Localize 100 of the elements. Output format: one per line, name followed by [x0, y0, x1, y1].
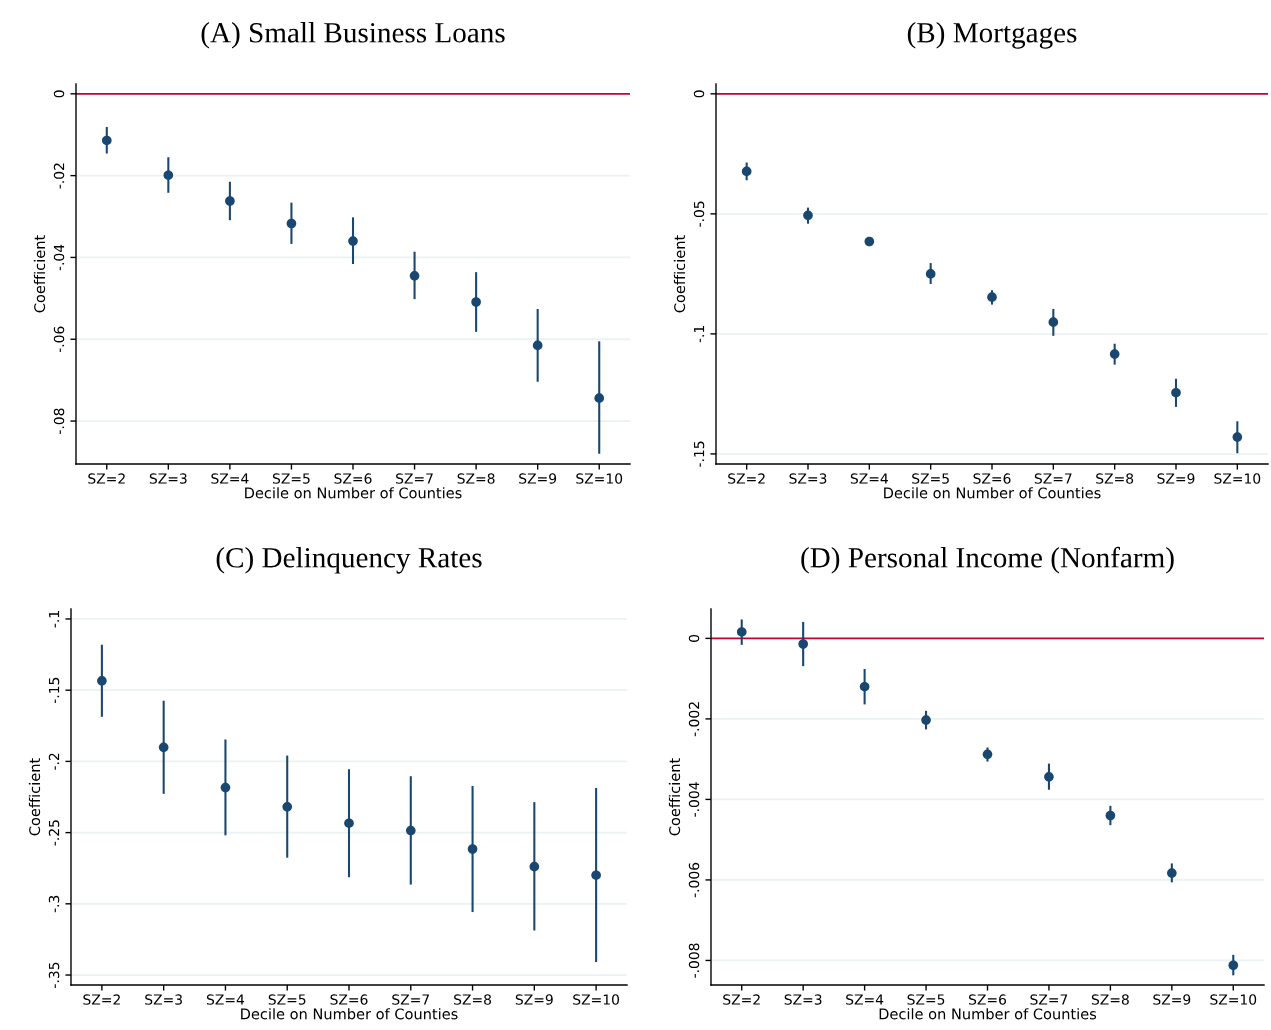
- x-tick-label: SZ=7: [396, 473, 433, 484]
- x-tick-label: SZ=6: [330, 994, 368, 1005]
- x-axis-title: Decile on Number of Counties: [884, 487, 1101, 499]
- y-axis-title: Coefficient: [28, 758, 41, 836]
- y-tick-label: 0: [693, 90, 705, 98]
- point: [101, 135, 112, 146]
- x-tick-label: SZ=8: [1096, 473, 1134, 484]
- x-tick-label: SZ=9: [519, 473, 557, 484]
- point: [1171, 387, 1181, 398]
- y-axis-title: Coefficient: [668, 758, 681, 836]
- point: [1048, 317, 1059, 327]
- point: [405, 825, 416, 836]
- y-tick-label: -.35: [48, 962, 60, 988]
- x-tick-label: SZ=3: [789, 473, 827, 484]
- x-tick-label: SZ=6: [334, 473, 372, 484]
- x-tick-label: SZ=4: [846, 994, 884, 1005]
- point: [864, 236, 875, 247]
- x-tick-label: SZ=4: [850, 473, 888, 484]
- point: [859, 681, 870, 692]
- point: [348, 236, 358, 246]
- y-tick-label: -.002: [688, 702, 700, 737]
- x-tick-label: SZ=2: [83, 994, 120, 1005]
- y-tick-label: -.08: [53, 408, 65, 434]
- y-tick-label: -.1: [48, 611, 60, 628]
- point: [594, 393, 605, 403]
- y-tick-label: -.15: [693, 441, 705, 467]
- point: [225, 196, 235, 206]
- x-tick-label: SZ=5: [912, 473, 949, 484]
- x-tick-label: SZ=4: [206, 994, 245, 1005]
- point: [925, 269, 936, 279]
- x-tick-label: SZ=3: [145, 994, 182, 1005]
- x-tick-label: SZ=8: [1091, 994, 1129, 1005]
- point: [798, 639, 808, 649]
- x-tick-label: SZ=8: [457, 473, 495, 484]
- x-tick-label: SZ=2: [88, 473, 125, 484]
- x-tick-label: SZ=10: [1210, 994, 1257, 1005]
- y-tick-label: -.25: [48, 820, 60, 846]
- point: [736, 627, 747, 637]
- point: [467, 844, 478, 854]
- point: [97, 675, 107, 686]
- x-tick-label: SZ=5: [907, 994, 945, 1005]
- point: [344, 818, 354, 829]
- x-tick-label: SZ=9: [1157, 473, 1195, 484]
- x-tick-label: SZ=7: [1030, 994, 1068, 1005]
- y-tick-label: -.15: [48, 677, 60, 704]
- point: [158, 742, 169, 753]
- point: [282, 802, 293, 812]
- point: [982, 749, 993, 760]
- x-tick-label: SZ=6: [969, 994, 1007, 1005]
- point: [532, 340, 543, 351]
- y-tick-label: -.02: [53, 163, 65, 189]
- point: [163, 170, 174, 181]
- chart-title: (D) Personal Income (Nonfarm): [801, 546, 1174, 574]
- point: [1167, 868, 1177, 878]
- x-tick-label: SZ=4: [211, 473, 249, 484]
- y-tick-label: 0: [53, 90, 65, 98]
- point: [409, 271, 420, 281]
- x-tick-label: SZ=8: [454, 994, 492, 1005]
- y-tick-label: -.04: [53, 244, 65, 271]
- x-tick-label: SZ=7: [1034, 473, 1072, 484]
- chart-title: (A) Small Business Loans: [201, 22, 505, 49]
- point: [1232, 432, 1243, 442]
- x-tick-label: SZ=3: [784, 994, 822, 1005]
- point: [1109, 349, 1120, 359]
- y-tick-label: -.3: [48, 895, 60, 913]
- point: [1228, 960, 1239, 971]
- x-tick-label: SZ=10: [576, 473, 623, 484]
- x-tick-label: SZ=2: [723, 994, 760, 1005]
- y-tick-label: -.006: [688, 862, 700, 898]
- x-tick-label: SZ=6: [973, 473, 1011, 484]
- y-tick-label: 0: [688, 634, 700, 642]
- point: [1105, 810, 1116, 821]
- x-tick-label: SZ=2: [728, 473, 765, 484]
- point: [529, 861, 540, 872]
- point: [921, 715, 931, 725]
- x-tick-label: SZ=10: [573, 994, 620, 1005]
- x-tick-label: SZ=5: [268, 994, 306, 1005]
- x-tick-label: SZ=9: [1153, 994, 1191, 1005]
- point: [471, 297, 481, 307]
- x-tick-label: SZ=3: [149, 473, 187, 484]
- chart-title: (C) Delinquency Rates: [216, 547, 482, 574]
- y-tick-label: -.06: [53, 326, 65, 353]
- point: [741, 166, 752, 177]
- point: [286, 218, 297, 229]
- x-axis-title: Decile on Number of Counties: [241, 1008, 458, 1020]
- y-tick-label: -.004: [688, 782, 700, 817]
- y-tick-label: -.008: [688, 943, 700, 978]
- x-tick-label: SZ=5: [272, 473, 310, 484]
- chart-title: (B) Mortgages: [907, 22, 1077, 49]
- x-axis-title: Decile on Number of Counties: [879, 1008, 1097, 1020]
- y-axis-title: Coefficient: [33, 235, 46, 313]
- x-axis-title: Decile on Number of Counties: [245, 487, 462, 499]
- x-tick-label: SZ=9: [515, 994, 553, 1005]
- point: [591, 870, 601, 880]
- point: [220, 782, 231, 793]
- y-tick-label: -.1: [693, 326, 705, 343]
- y-tick-label: -.05: [693, 201, 705, 227]
- y-axis-title: Coefficient: [673, 235, 686, 313]
- y-tick-label: -.2: [48, 753, 60, 770]
- x-tick-label: SZ=7: [392, 994, 429, 1005]
